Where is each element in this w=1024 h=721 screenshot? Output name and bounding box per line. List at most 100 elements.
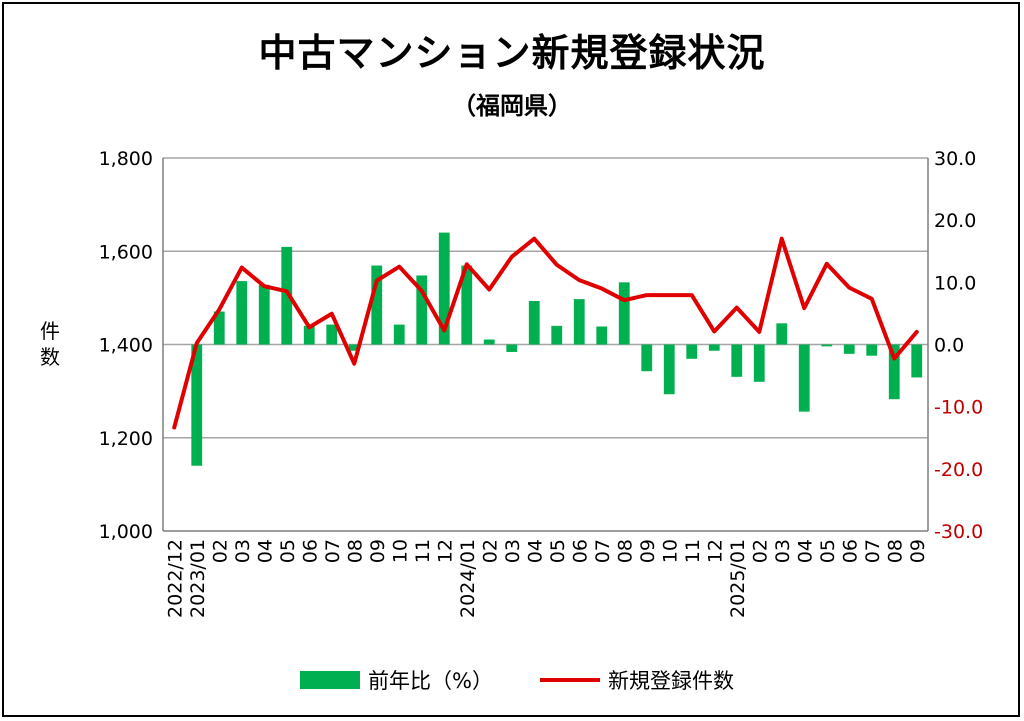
x-tick-label: 2023/01 xyxy=(187,539,209,618)
x-tick-label: 12 xyxy=(704,539,726,563)
bar xyxy=(528,300,540,345)
line-point xyxy=(330,312,334,316)
x-tick-label: 04 xyxy=(254,539,276,563)
x-tick-label: 07 xyxy=(592,539,614,563)
line-point xyxy=(622,298,626,302)
x-tick-label: 12 xyxy=(434,539,456,563)
x-tick-label: 09 xyxy=(907,539,929,563)
x-tick-label: 02 xyxy=(209,539,231,563)
line-point xyxy=(307,325,311,329)
line-point xyxy=(690,293,694,297)
right-tick-label: 30.0 xyxy=(934,148,976,170)
legend-swatch-bar xyxy=(300,671,360,689)
right-tick-label: -30.0 xyxy=(934,521,983,543)
x-tick-label: 02 xyxy=(749,539,771,563)
bar xyxy=(551,325,563,345)
left-tick-labels: 1,000 1,200 1,400 1,600 1,800 xyxy=(99,148,153,543)
line-point xyxy=(757,330,761,334)
x-tick-label: 03 xyxy=(232,539,254,563)
right-tick-labels: -30.0 -20.0 -10.0 0.0 10.0 20.0 30.0 xyxy=(934,148,983,543)
line-series xyxy=(172,236,919,430)
legend-swatch-line xyxy=(540,678,600,682)
x-tick-label: 08 xyxy=(884,539,906,563)
bar xyxy=(281,246,293,345)
x-tick-label: 08 xyxy=(614,539,636,563)
axes xyxy=(162,158,929,532)
x-tick-label: 11 xyxy=(412,539,434,563)
x-tick-labels: 2022/12 2023/01 02 03 04 05 06 07 08 09 10 11 12 2024… xyxy=(164,539,929,618)
left-tick-label: 1,400 xyxy=(99,335,153,357)
bar xyxy=(506,344,518,352)
bar xyxy=(213,311,225,345)
x-tick-label: 11 xyxy=(682,539,704,563)
line-point xyxy=(195,341,199,345)
legend: 前年比（%） 新規登録件数 xyxy=(0,665,1024,695)
line-point xyxy=(735,306,739,310)
x-tick-label: 05 xyxy=(277,539,299,563)
x-tick-label: 04 xyxy=(794,539,816,563)
line-point xyxy=(510,255,514,259)
x-tick-label: 10 xyxy=(659,539,681,563)
bar xyxy=(236,281,248,345)
line-point xyxy=(555,263,559,267)
x-tick-label: 09 xyxy=(367,539,389,563)
line-point xyxy=(847,286,851,290)
line-point xyxy=(285,289,289,293)
line-point xyxy=(487,287,491,291)
x-tick-label: 10 xyxy=(389,539,411,563)
bar xyxy=(393,324,405,345)
line-point xyxy=(352,362,356,366)
x-tick-label: 03 xyxy=(772,539,794,563)
right-tick-label: 20.0 xyxy=(934,210,976,232)
bar xyxy=(191,344,203,466)
line-point xyxy=(442,329,446,333)
x-tick-label: 07 xyxy=(322,539,344,563)
y-axis-label: 件数 xyxy=(40,319,60,369)
line-point xyxy=(397,265,401,269)
line-point xyxy=(915,330,919,334)
x-tick-label: 03 xyxy=(502,539,524,563)
bar xyxy=(438,232,450,345)
bar xyxy=(821,344,833,347)
left-tick-label: 1,000 xyxy=(99,521,153,543)
chart-title: 中古マンション新規登録状況 xyxy=(258,31,766,75)
x-tick-label: 09 xyxy=(637,539,659,563)
legend-label-bar: 前年比（%） xyxy=(368,669,493,693)
bar xyxy=(416,275,428,345)
line-point xyxy=(712,329,716,333)
line-point xyxy=(465,262,469,266)
bar xyxy=(731,344,743,377)
line-point xyxy=(667,293,671,297)
right-tick-label: 0.0 xyxy=(934,335,964,357)
x-tick-label: 05 xyxy=(817,539,839,563)
x-tick-label: 06 xyxy=(299,539,321,563)
bar xyxy=(258,284,270,345)
bar-series xyxy=(191,232,923,466)
bar xyxy=(888,344,900,400)
bar xyxy=(663,344,675,395)
bar xyxy=(911,344,923,378)
bar xyxy=(843,344,855,354)
line-point xyxy=(577,278,581,282)
line-point xyxy=(240,266,244,270)
bar xyxy=(686,344,698,359)
legend-label-line: 新規登録件数 xyxy=(608,669,734,693)
line-point xyxy=(780,237,784,241)
line-point xyxy=(825,262,829,266)
line-point xyxy=(532,237,536,241)
line-point xyxy=(375,279,379,283)
left-tick-label: 1,800 xyxy=(99,148,153,170)
chart-subtitle: （福岡県） xyxy=(452,92,572,120)
bar xyxy=(753,344,765,382)
x-tick-label: 05 xyxy=(547,539,569,563)
bar xyxy=(618,282,630,345)
bar xyxy=(461,265,473,345)
right-tick-label: -10.0 xyxy=(934,397,983,419)
left-tick-label: 1,600 xyxy=(99,241,153,263)
x-tick-label: 2025/01 xyxy=(727,539,749,618)
line-point xyxy=(802,306,806,310)
bar xyxy=(708,344,720,351)
x-tick-label: 08 xyxy=(344,539,366,563)
